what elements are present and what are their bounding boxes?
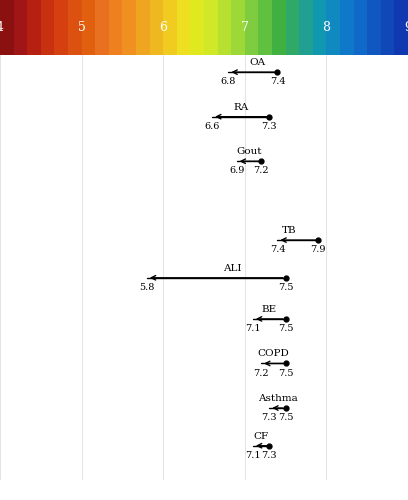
Text: 7.3: 7.3: [262, 122, 277, 131]
Text: BE: BE: [262, 305, 277, 314]
Text: 7: 7: [241, 21, 249, 34]
Text: 7.5: 7.5: [278, 283, 293, 292]
Text: 7.2: 7.2: [253, 166, 269, 175]
Text: 6.6: 6.6: [204, 122, 220, 131]
Text: 7.3: 7.3: [262, 413, 277, 422]
Text: 7.1: 7.1: [245, 324, 261, 333]
Text: 7.2: 7.2: [253, 368, 269, 378]
Text: 4: 4: [0, 21, 4, 34]
Text: 7.9: 7.9: [310, 245, 326, 254]
Text: 9: 9: [404, 21, 408, 34]
Text: 5.8: 5.8: [139, 283, 155, 292]
Text: 6: 6: [159, 21, 167, 34]
Text: CF: CF: [253, 432, 269, 440]
Text: 7.5: 7.5: [278, 324, 293, 333]
Text: 7.5: 7.5: [278, 368, 293, 378]
Text: ALI: ALI: [223, 264, 242, 272]
Text: OA: OA: [249, 58, 265, 67]
Text: Gout: Gout: [236, 147, 262, 156]
Text: 6.8: 6.8: [221, 77, 236, 86]
Text: 8: 8: [322, 21, 330, 34]
Text: Asthma: Asthma: [257, 394, 297, 403]
Text: 5: 5: [78, 21, 86, 34]
Text: 7.1: 7.1: [245, 451, 261, 460]
Text: RA: RA: [233, 102, 248, 112]
Text: 7.4: 7.4: [270, 77, 285, 86]
Text: 6.9: 6.9: [229, 166, 244, 175]
Text: 7.3: 7.3: [262, 451, 277, 460]
Text: 7.5: 7.5: [278, 413, 293, 422]
Text: COPD: COPD: [257, 350, 289, 358]
Text: TB: TB: [282, 226, 297, 235]
Text: 7.4: 7.4: [270, 245, 285, 254]
